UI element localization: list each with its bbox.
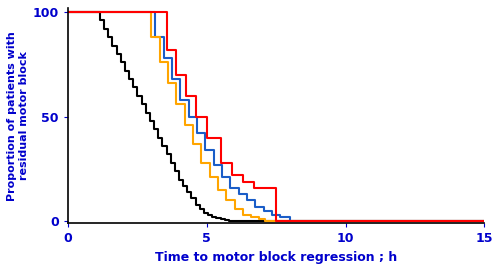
X-axis label: Time to motor block regression ; h: Time to motor block regression ; h: [155, 251, 398, 264]
Y-axis label: Proportion of patients with
residual motor block: Proportion of patients with residual mot…: [7, 31, 28, 201]
